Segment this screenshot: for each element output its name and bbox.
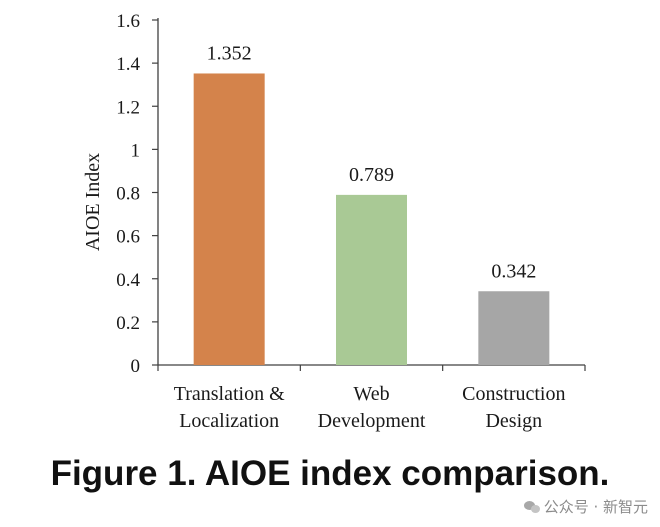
- category-label-line: Web: [353, 383, 389, 405]
- y-axis-title: AIOE Index: [82, 153, 104, 251]
- data-label: 0.342: [491, 260, 536, 282]
- category-label: Translation & Localization: [174, 383, 285, 432]
- data-labels: 1.352 0.789 0.342: [207, 42, 537, 282]
- data-label: 0.789: [349, 164, 394, 186]
- bar: [193, 73, 265, 365]
- data-label: 1.352: [207, 42, 252, 64]
- category-labels: Translation & Localization Web Development C…: [174, 383, 566, 432]
- bar: [336, 194, 407, 365]
- y-tick-label: 0.4: [116, 270, 140, 291]
- category-label: Construction Design: [462, 383, 565, 432]
- category-label-line: Localization: [179, 410, 279, 432]
- figure-caption: Figure 1. AIOE index comparison.: [50, 454, 610, 493]
- chart-bars: [193, 73, 550, 365]
- y-tick-label: 1: [131, 140, 141, 161]
- category-label-line: Development: [318, 410, 426, 432]
- wechat-icon: [523, 500, 540, 514]
- category-label-line: Construction: [462, 383, 565, 405]
- y-tick-label: 1.4: [116, 54, 140, 75]
- y-tick-label: 0.8: [116, 184, 140, 205]
- category-label: Web Development: [318, 383, 426, 432]
- y-tick-label: 1.2: [116, 97, 140, 118]
- category-label-line: Design: [485, 410, 542, 432]
- y-tick-label: 1.6: [116, 11, 140, 32]
- y-tick-labels: 0 0.2 0.4 0.6 0.8 1 1.2 1.4 1.6: [116, 11, 140, 377]
- bar: [478, 291, 550, 365]
- y-tick-label: 0: [131, 356, 141, 377]
- y-tick-label: 0.2: [116, 313, 140, 334]
- bar-chart: 00.20.40.60.811.21.41.6 1.3520.7890.342 …: [82, 11, 586, 432]
- category-label-line: Translation &: [174, 383, 285, 405]
- watermark: 公众号 · 新智元: [523, 496, 648, 517]
- y-tick-label: 0.6: [116, 227, 140, 248]
- watermark-text: 公众号 · 新智元: [543, 498, 648, 516]
